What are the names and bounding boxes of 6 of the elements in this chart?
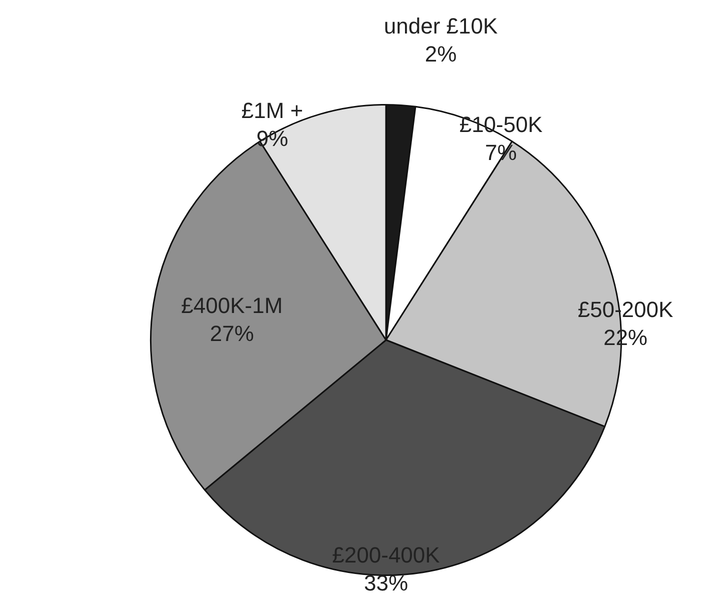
slice-label: £400K-1M bbox=[181, 293, 283, 318]
data-label: 27% bbox=[210, 321, 254, 346]
slice-label: £1M + bbox=[241, 98, 304, 124]
data-label: 2% bbox=[424, 42, 457, 67]
data-label: 33% bbox=[364, 570, 408, 596]
slice-label: under £10K bbox=[384, 14, 498, 39]
